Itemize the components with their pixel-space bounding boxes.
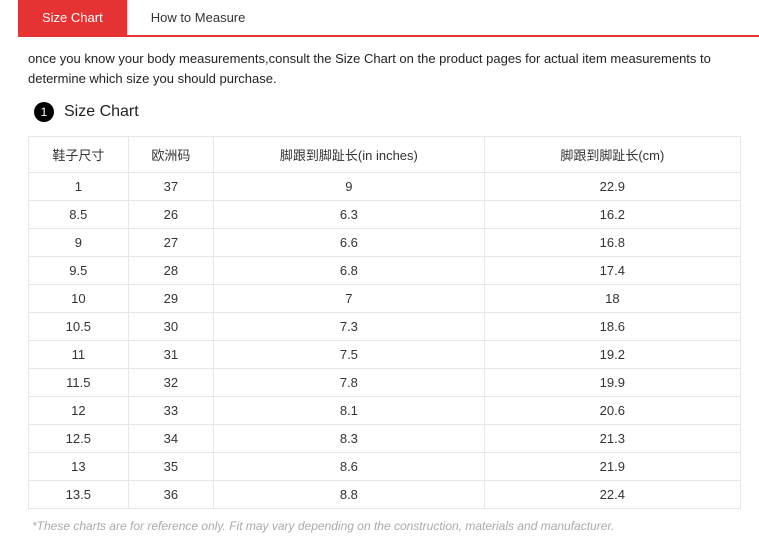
table-cell: 22.4 — [484, 481, 740, 509]
table-cell: 18 — [484, 285, 740, 313]
table-cell: 8.5 — [29, 201, 129, 229]
table-cell: 6.6 — [214, 229, 485, 257]
column-header: 欧洲码 — [128, 137, 213, 173]
table-cell: 16.2 — [484, 201, 740, 229]
table-cell: 1 — [29, 173, 129, 201]
table-row: 8.5266.316.2 — [29, 201, 741, 229]
table-row: 9276.616.8 — [29, 229, 741, 257]
table-cell: 9.5 — [29, 257, 129, 285]
table-cell: 16.8 — [484, 229, 740, 257]
table-cell: 12.5 — [29, 425, 129, 453]
table-cell: 22.9 — [484, 173, 740, 201]
table-header-row: 鞋子尺寸 欧洲码 脚跟到脚趾长(in inches) 脚跟到脚趾长(cm) — [29, 137, 741, 173]
footnote-text: *These charts are for reference only. Fi… — [28, 519, 741, 533]
table-cell: 26 — [128, 201, 213, 229]
table-cell: 12 — [29, 397, 129, 425]
table-cell: 8.3 — [214, 425, 485, 453]
table-cell: 37 — [128, 173, 213, 201]
table-cell: 9 — [29, 229, 129, 257]
table-cell: 7.5 — [214, 341, 485, 369]
table-row: 11317.519.2 — [29, 341, 741, 369]
table-row: 12.5348.321.3 — [29, 425, 741, 453]
table-cell: 28 — [128, 257, 213, 285]
table-row: 11.5327.819.9 — [29, 369, 741, 397]
table-row: 12338.120.6 — [29, 397, 741, 425]
table-row: 137922.9 — [29, 173, 741, 201]
table-cell: 18.6 — [484, 313, 740, 341]
table-cell: 8.1 — [214, 397, 485, 425]
table-cell: 8.6 — [214, 453, 485, 481]
table-cell: 33 — [128, 397, 213, 425]
table-cell: 19.9 — [484, 369, 740, 397]
table-cell: 10 — [29, 285, 129, 313]
table-cell: 13 — [29, 453, 129, 481]
table-cell: 30 — [128, 313, 213, 341]
column-header: 脚跟到脚趾长(cm) — [484, 137, 740, 173]
table-row: 13358.621.9 — [29, 453, 741, 481]
column-header: 脚跟到脚趾长(in inches) — [214, 137, 485, 173]
section-title: Size Chart — [64, 103, 139, 121]
table-cell: 29 — [128, 285, 213, 313]
table-cell: 7 — [214, 285, 485, 313]
table-cell: 7.8 — [214, 369, 485, 397]
table-cell: 11.5 — [29, 369, 129, 397]
table-cell: 21.3 — [484, 425, 740, 453]
table-row: 10.5307.318.6 — [29, 313, 741, 341]
size-chart-table: 鞋子尺寸 欧洲码 脚跟到脚趾长(in inches) 脚跟到脚趾长(cm) 13… — [28, 136, 741, 509]
table-cell: 6.3 — [214, 201, 485, 229]
table-cell: 9 — [214, 173, 485, 201]
table-cell: 8.8 — [214, 481, 485, 509]
table-cell: 20.6 — [484, 397, 740, 425]
section-number-badge: 1 — [34, 102, 54, 122]
table-cell: 34 — [128, 425, 213, 453]
table-cell: 31 — [128, 341, 213, 369]
table-cell: 35 — [128, 453, 213, 481]
section-header: 1 Size Chart — [34, 102, 741, 122]
table-row: 13.5368.822.4 — [29, 481, 741, 509]
table-cell: 7.3 — [214, 313, 485, 341]
table-cell: 17.4 — [484, 257, 740, 285]
tab-how-to-measure[interactable]: How to Measure — [127, 0, 270, 35]
table-row: 1029718 — [29, 285, 741, 313]
table-cell: 27 — [128, 229, 213, 257]
table-cell: 21.9 — [484, 453, 740, 481]
content-area: once you know your body measurements,con… — [0, 37, 759, 533]
intro-text: once you know your body measurements,con… — [28, 49, 741, 88]
table-cell: 36 — [128, 481, 213, 509]
table-row: 9.5286.817.4 — [29, 257, 741, 285]
column-header: 鞋子尺寸 — [29, 137, 129, 173]
table-cell: 19.2 — [484, 341, 740, 369]
table-cell: 13.5 — [29, 481, 129, 509]
table-cell: 32 — [128, 369, 213, 397]
tab-bar: Size Chart How to Measure — [18, 0, 759, 37]
table-cell: 11 — [29, 341, 129, 369]
table-cell: 10.5 — [29, 313, 129, 341]
table-cell: 6.8 — [214, 257, 485, 285]
tab-size-chart[interactable]: Size Chart — [18, 0, 127, 35]
